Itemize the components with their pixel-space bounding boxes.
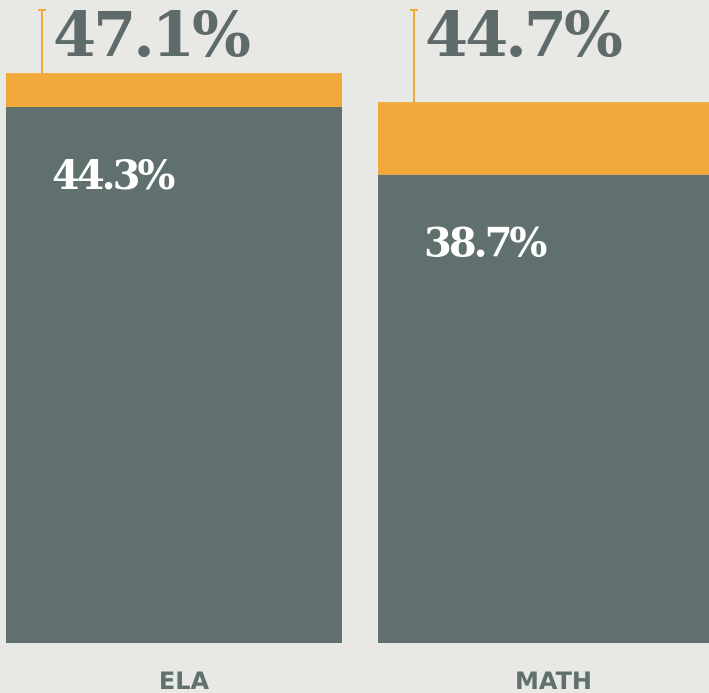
bar-segment [6,106,342,644]
total-label: 47.1% [53,0,250,71]
bar-segment [378,174,709,644]
bar-segment [6,73,342,107]
segment-label: 44.3% [52,152,175,199]
x-tick-label: MATH [515,667,592,693]
segment-label: 38.7% [424,220,547,267]
x-tick-label: ELA [159,667,210,693]
total-label: 44.7% [425,0,622,71]
bar-segment [378,102,709,175]
